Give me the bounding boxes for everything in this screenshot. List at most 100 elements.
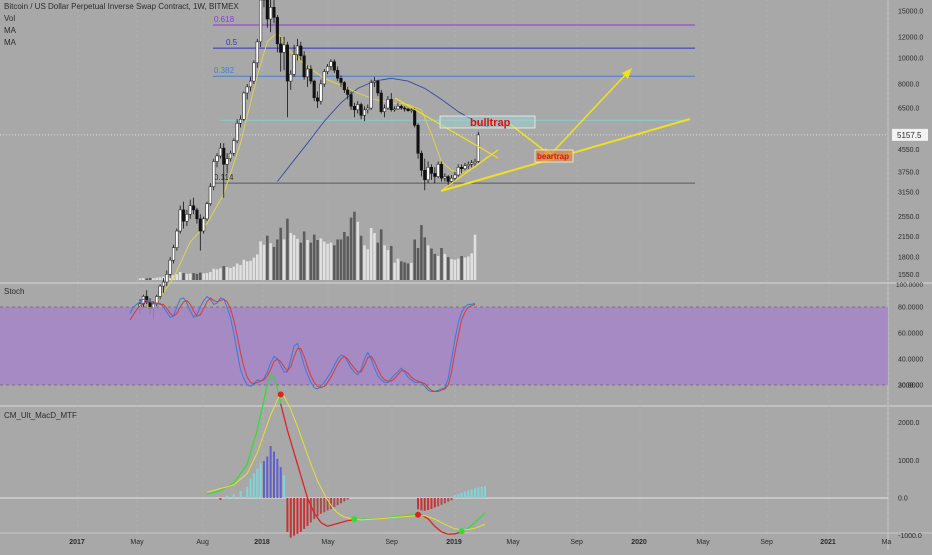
volume-bar [363, 245, 366, 280]
macd-tick-label: -1000.0 [898, 533, 922, 540]
candle-body [423, 170, 426, 180]
macd-histogram-bar [484, 486, 486, 498]
volume-bar [340, 239, 343, 280]
candle-body [310, 69, 313, 81]
candle-body [192, 206, 195, 210]
macd-histogram-bar [347, 498, 349, 500]
time-axis-label: May [506, 539, 520, 546]
candle-body [256, 42, 259, 63]
candle-body [353, 106, 356, 110]
macd-histogram-bar [451, 498, 453, 500]
macd-cross-dot [415, 512, 421, 518]
candle-body [397, 106, 400, 109]
volume-bar [192, 273, 195, 280]
volume-bar [320, 238, 323, 280]
volume-bar [410, 263, 413, 280]
volume-bar [367, 249, 370, 280]
volume-bar [249, 261, 252, 280]
candle-body [199, 219, 202, 231]
candle-body [222, 148, 225, 164]
stoch-panel-title: Stoch [4, 287, 24, 296]
candle-body [457, 167, 460, 175]
candle-body [169, 260, 172, 274]
time-axis-label: 2020 [631, 539, 647, 546]
volume-bar [373, 233, 376, 280]
candle-body [403, 108, 406, 109]
volume-bar [393, 263, 396, 280]
candle-body [407, 109, 410, 111]
price-tick-label: 2550.0 [898, 214, 920, 221]
volume-bar [145, 278, 148, 280]
price-tick-label: 12000.0 [898, 34, 923, 41]
macd-histogram-bar [310, 498, 312, 523]
price-tick-label: 10000.0 [898, 56, 923, 63]
macd-histogram-bar [481, 487, 483, 498]
volume-bar [470, 253, 473, 280]
macd-line-segment [334, 523, 341, 525]
volume-bar [256, 254, 259, 280]
volume-bar [360, 236, 363, 280]
macd-histogram-bar [424, 498, 426, 511]
time-axis-label: 2021 [820, 539, 836, 546]
candle-body [343, 83, 346, 90]
volume-bar [353, 212, 356, 280]
volume-bar [269, 243, 272, 280]
candle-body [172, 248, 175, 261]
macd-histogram-bar [290, 498, 292, 538]
candle-body [356, 105, 359, 110]
macd-histogram-bar [461, 493, 463, 498]
price-tick-label: 2150.0 [898, 234, 920, 241]
fib-level-label: 0.618 [214, 15, 235, 24]
stoch-tick-label: 100.0000 [896, 282, 923, 289]
candle-body [286, 45, 289, 81]
macd-histogram-bar [323, 498, 325, 512]
volume-bar [343, 232, 346, 280]
stoch-tick-label: 60.0000 [898, 331, 923, 338]
volume-bar [437, 256, 440, 280]
time-axis-label: Sep [570, 539, 583, 546]
candle-body [316, 98, 319, 101]
macd-histogram-bar [293, 498, 295, 536]
time-axis-label: Ma [882, 539, 892, 546]
candle-body [437, 164, 440, 176]
indicator-label-ma-1[interactable]: MA [4, 26, 16, 35]
indicator-label-vol[interactable]: Vol [4, 14, 15, 23]
volume-bar [447, 257, 450, 280]
candle-body [259, 0, 262, 42]
volume-bar [333, 245, 336, 280]
volume-bar [199, 273, 202, 280]
volume-bar [397, 259, 400, 280]
indicator-label-ma-2[interactable]: MA [4, 38, 16, 47]
volume-bar [276, 239, 279, 280]
volume-bar [420, 225, 423, 280]
candle-body [189, 206, 192, 215]
volume-bar [326, 244, 329, 280]
macd-histogram-bar [444, 498, 446, 503]
macd-histogram-bar [477, 487, 479, 498]
macd-tick-label: 0.0 [898, 496, 908, 503]
volume-bar [303, 231, 306, 280]
candle-body [444, 177, 447, 179]
volume-bar [216, 269, 219, 280]
macd-line-segment [435, 526, 442, 532]
volume-bar [390, 246, 393, 280]
volume-bar [286, 219, 289, 280]
beartrap-label: beartrap [537, 152, 569, 161]
macd-histogram-bar [226, 496, 228, 498]
candle-body [179, 210, 182, 231]
time-axis-label: 2018 [254, 539, 270, 546]
macd-cross-dot [351, 516, 357, 522]
volume-bar [273, 247, 276, 280]
macd-histogram-bar [447, 498, 449, 502]
volume-bar [380, 229, 383, 280]
candle-body [470, 163, 473, 164]
time-axis-label: 2017 [69, 539, 85, 546]
volume-bar [142, 278, 145, 280]
macd-histogram-bar [240, 491, 242, 498]
macd-histogram-bar [283, 475, 285, 498]
candle-body [289, 74, 292, 81]
macd-histogram-bar [233, 494, 235, 498]
candle-body [430, 167, 433, 173]
chart-title: Bitcoin / US Dollar Perpetual Inverse Sw… [4, 2, 239, 11]
